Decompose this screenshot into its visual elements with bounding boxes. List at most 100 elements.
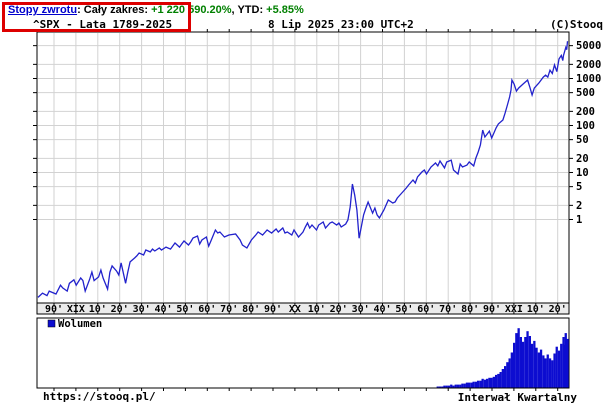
- volume-bar: [465, 382, 469, 388]
- volume-bar: [477, 380, 480, 388]
- volume-bar: [515, 333, 518, 388]
- x-tick-label: 60': [417, 304, 435, 315]
- x-tick-label: 90': [483, 304, 501, 315]
- y-tick-label: 50: [576, 134, 589, 146]
- volume-bar: [513, 342, 516, 388]
- y-tick-label: 5000: [576, 40, 601, 52]
- volume-bar: [539, 349, 543, 388]
- source-url[interactable]: https://stooq.pl/: [43, 390, 156, 403]
- volume-bar: [542, 355, 545, 388]
- volume-bar: [450, 384, 453, 388]
- volume-bar: [488, 377, 491, 388]
- y-tick-label: 10: [576, 167, 589, 179]
- x-tick-label: 10': [308, 304, 326, 315]
- volume-bar: [535, 347, 538, 388]
- volume-bar: [445, 385, 448, 388]
- returns-summary-line: Stopy zwrotu: Cały zakres: +1 220 590.20…: [8, 4, 304, 16]
- volume-bar: [463, 383, 466, 388]
- volume-bar: [490, 377, 493, 388]
- y-tick-label: 500: [576, 87, 595, 99]
- returns-link[interactable]: Stopy zwrotu: [8, 4, 78, 16]
- gridlines: [38, 33, 568, 387]
- x-tick-label: 10': [89, 304, 107, 315]
- x-tick-label: 50': [395, 304, 413, 315]
- volume-bar: [548, 358, 552, 388]
- volume-bar: [441, 386, 444, 388]
- volume-bar: [510, 352, 513, 388]
- x-tick-label: 20': [330, 304, 348, 315]
- volume-bar: [495, 374, 498, 388]
- y-tick-label: 2: [576, 200, 582, 212]
- range-value: +1 220 590.20%: [148, 4, 232, 16]
- x-tick-label: 40': [373, 304, 391, 315]
- volume-bar: [492, 376, 495, 388]
- ytd-label: YTD:: [237, 4, 264, 16]
- copyright-label: (C)Stooq: [550, 18, 603, 31]
- volume-bar: [557, 350, 561, 388]
- y-tick-label: 200: [576, 106, 595, 118]
- x-tick-label: XX: [289, 304, 301, 315]
- volume-bar: [483, 379, 487, 388]
- x-tick-label: 30': [133, 304, 151, 315]
- volume-bar: [501, 369, 504, 388]
- volume-bar: [481, 378, 484, 388]
- y-tick-label: 1: [576, 214, 582, 226]
- x-tick-label: XXI: [505, 304, 523, 315]
- volume-bar: [544, 358, 547, 388]
- volume-bar: [479, 380, 482, 388]
- volume-bar: [438, 386, 442, 388]
- volume-legend-swatch-icon: [47, 319, 56, 328]
- volume-bar: [566, 338, 569, 388]
- price-line-series: [37, 41, 569, 298]
- range-label: Cały zakres:: [83, 4, 149, 16]
- x-tick-label: 70': [220, 304, 238, 315]
- symbol-title: ^SPX - Lata 1789-2025: [33, 18, 173, 31]
- y-tick-label: 20: [576, 153, 589, 165]
- x-tick-label: 50': [176, 304, 194, 315]
- main-plot-frame: [36, 31, 570, 304]
- volume-bar: [436, 386, 439, 388]
- x-tick-label: 90': [264, 304, 282, 315]
- interval-label: Interwał Kwartalny: [457, 391, 577, 404]
- y-axis-labels: 5000 2000 1000 500 200 100 50 20 10 5 2 1: [576, 40, 601, 226]
- volume-bar: [528, 336, 531, 388]
- volume-bar: [537, 352, 540, 388]
- volume-bar: [533, 340, 536, 388]
- volume-bar: [461, 383, 464, 388]
- volume-bar: [530, 343, 534, 388]
- volume-bar: [497, 373, 500, 388]
- volume-bar: [506, 362, 509, 388]
- separator: ,: [231, 4, 238, 16]
- volume-bar: [468, 382, 471, 388]
- volume-bar: [504, 366, 507, 388]
- volume-bar: [474, 381, 478, 388]
- volume-bar: [456, 384, 460, 388]
- volume-bar: [519, 337, 522, 388]
- volume-panel-frame: [36, 317, 570, 389]
- x-axis-labels: 90' XIX 10' 20' 30' 40' 50' 60' 70' 80' 90' XX 10' 20…: [45, 304, 567, 315]
- x-tick-label: 80': [461, 304, 479, 315]
- datetime-label: 8 Lip 2025 23:00 UTC+2: [268, 18, 414, 31]
- x-axis-strip: [36, 302, 570, 315]
- volume-bar: [452, 385, 455, 388]
- y-tick-label: 5: [576, 181, 582, 193]
- x-tick-label: 10': [527, 304, 545, 315]
- y-tick-label: 100: [576, 120, 595, 132]
- volume-bar: [517, 328, 520, 388]
- volume-bar: [551, 360, 554, 388]
- volume-bars: [436, 328, 569, 388]
- x-tick-label: XIX: [67, 304, 85, 315]
- volume-bar: [447, 385, 451, 388]
- y-tick-label: 2000: [576, 59, 601, 71]
- volume-bar: [470, 382, 473, 388]
- returns-colon: :: [77, 4, 84, 16]
- volume-bar: [560, 343, 563, 388]
- volume-legend-label: Wolumen: [58, 318, 102, 330]
- volume-bar: [443, 385, 446, 388]
- x-tick-label: 30': [352, 304, 370, 315]
- x-tick-label: 80': [242, 304, 260, 315]
- volume-bar: [508, 358, 511, 388]
- volume-bar: [526, 331, 529, 388]
